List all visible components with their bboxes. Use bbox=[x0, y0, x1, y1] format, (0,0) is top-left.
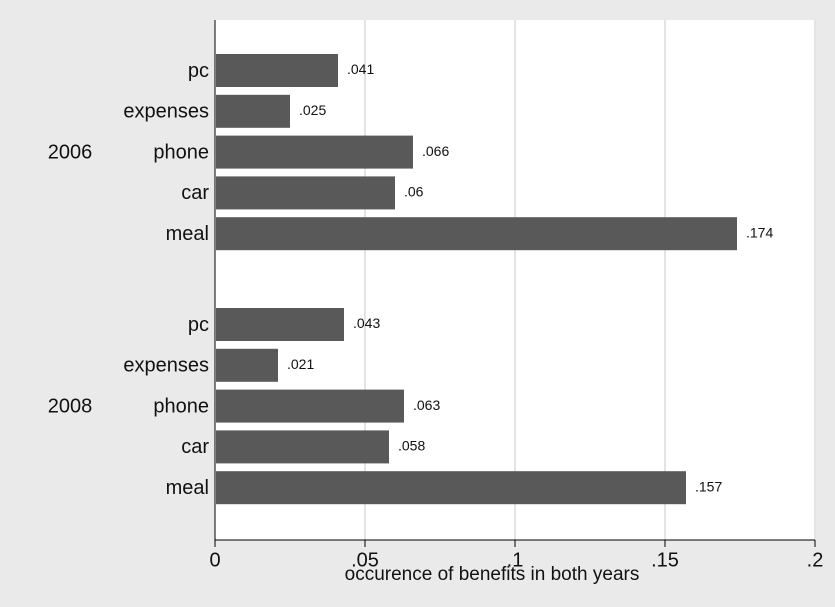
bar bbox=[216, 430, 389, 464]
bar bbox=[216, 217, 737, 251]
bar bbox=[216, 54, 338, 87]
category-label: pc bbox=[188, 60, 209, 82]
data-label: .06 bbox=[404, 184, 424, 200]
group-label: 2006 bbox=[48, 141, 93, 163]
data-label: .058 bbox=[398, 438, 425, 454]
bar bbox=[216, 135, 413, 169]
bar bbox=[216, 348, 278, 382]
data-label: .174 bbox=[746, 224, 773, 240]
bar bbox=[216, 471, 686, 505]
data-label: .066 bbox=[422, 143, 449, 159]
category-label: phone bbox=[153, 141, 209, 163]
x-tick-label: .15 bbox=[651, 549, 679, 571]
data-label: .025 bbox=[299, 102, 326, 118]
category-label: expenses bbox=[123, 101, 209, 123]
bar bbox=[216, 176, 395, 210]
x-tick-label: .05 bbox=[351, 549, 379, 571]
data-label: .157 bbox=[695, 478, 722, 494]
x-tick-label: .2 bbox=[807, 549, 824, 571]
category-label: meal bbox=[166, 223, 209, 245]
category-label: expenses bbox=[123, 355, 209, 377]
data-label: .041 bbox=[347, 61, 374, 77]
data-label: .043 bbox=[353, 315, 380, 331]
bar bbox=[216, 389, 404, 423]
category-label: car bbox=[181, 182, 209, 204]
category-label: pc bbox=[188, 314, 209, 336]
x-tick-label: .1 bbox=[507, 549, 524, 571]
bar bbox=[216, 94, 290, 128]
category-label: car bbox=[181, 436, 209, 458]
x-axis-title: occurence of benefits in both years bbox=[345, 564, 640, 585]
bar bbox=[216, 308, 344, 341]
data-label: .063 bbox=[413, 397, 440, 413]
group-label: 2008 bbox=[48, 395, 93, 417]
data-label: .021 bbox=[287, 356, 314, 372]
category-label: phone bbox=[153, 395, 209, 417]
category-label: meal bbox=[166, 477, 209, 499]
x-tick-label: 0 bbox=[209, 549, 220, 571]
